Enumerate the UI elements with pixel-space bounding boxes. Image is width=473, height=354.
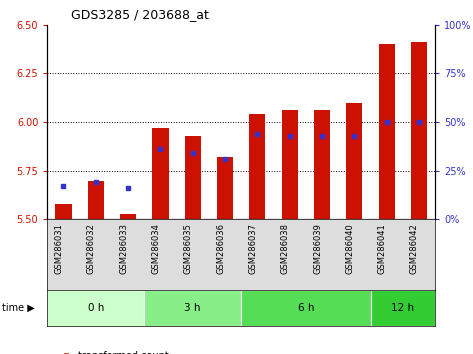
Point — [92, 180, 100, 185]
Point — [124, 185, 132, 191]
Text: GSM286031: GSM286031 — [54, 223, 63, 274]
Point — [286, 133, 293, 139]
Bar — [411, 42, 427, 219]
Point — [157, 147, 164, 152]
Bar — [314, 110, 330, 219]
Text: GSM286039: GSM286039 — [313, 223, 322, 274]
Bar — [55, 204, 71, 219]
Legend: transformed count, percentile rank within the sample: transformed count, percentile rank withi… — [52, 347, 247, 354]
Bar — [184, 136, 201, 219]
Point — [383, 119, 391, 125]
Text: 12 h: 12 h — [391, 303, 414, 313]
Bar — [88, 181, 104, 219]
Text: GSM286035: GSM286035 — [184, 223, 193, 274]
Bar — [120, 213, 136, 219]
Bar — [144, 290, 241, 326]
Point — [189, 150, 197, 156]
Bar — [47, 290, 144, 326]
Bar — [378, 44, 395, 219]
Bar — [346, 103, 362, 219]
Point — [254, 131, 261, 137]
Point — [415, 119, 423, 125]
Bar — [281, 110, 298, 219]
Bar — [241, 290, 370, 326]
Text: 3 h: 3 h — [184, 303, 201, 313]
Text: GSM286034: GSM286034 — [151, 223, 160, 274]
Point — [318, 133, 326, 139]
Bar — [370, 290, 435, 326]
Text: 0 h: 0 h — [88, 303, 104, 313]
Text: time ▶: time ▶ — [2, 303, 35, 313]
Text: GSM286038: GSM286038 — [280, 223, 289, 274]
Point — [221, 156, 229, 162]
Text: GSM286041: GSM286041 — [377, 223, 387, 274]
Point — [350, 133, 358, 139]
Bar — [217, 157, 233, 219]
Text: GSM286036: GSM286036 — [216, 223, 225, 274]
Text: GSM286033: GSM286033 — [119, 223, 128, 274]
Point — [60, 184, 67, 189]
Text: GSM286037: GSM286037 — [248, 223, 257, 274]
Text: GSM286032: GSM286032 — [87, 223, 96, 274]
Text: GSM286040: GSM286040 — [345, 223, 354, 274]
Bar — [249, 114, 265, 219]
Bar — [152, 128, 168, 219]
Text: GSM286042: GSM286042 — [410, 223, 419, 274]
Text: GDS3285 / 203688_at: GDS3285 / 203688_at — [71, 8, 209, 21]
Text: 6 h: 6 h — [298, 303, 314, 313]
